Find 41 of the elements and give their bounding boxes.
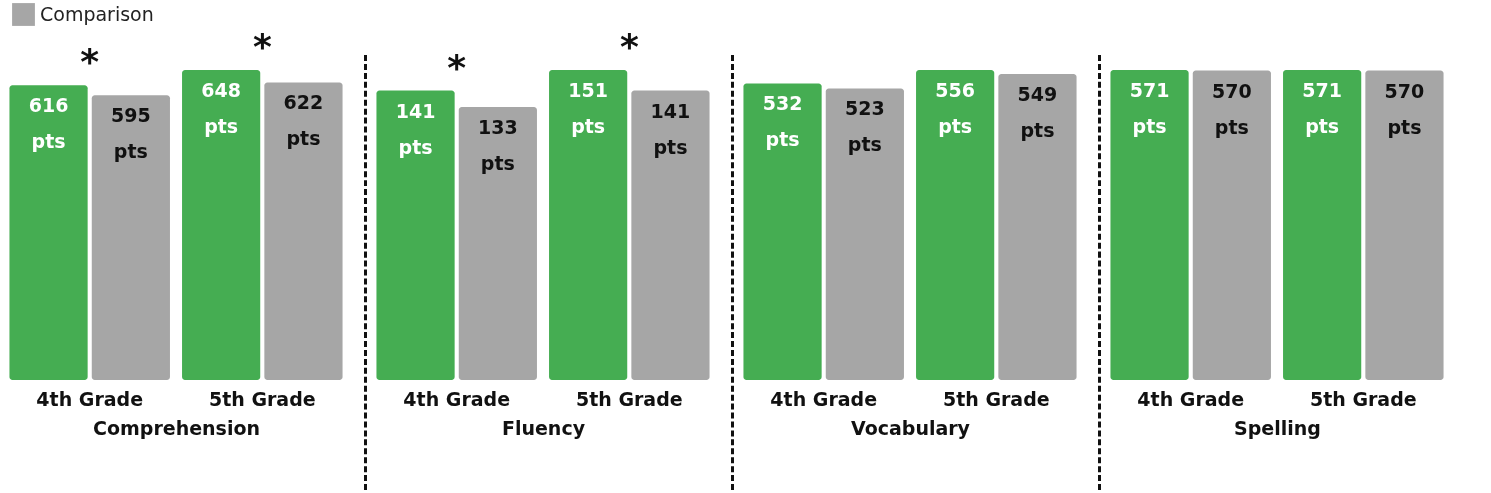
x-axis-title: Comprehension <box>93 416 260 439</box>
data-label: 570 pts <box>1212 79 1252 138</box>
x-axis-title: Spelling <box>1234 416 1321 439</box>
x-tick-label: 5th Grade <box>575 387 683 410</box>
bar <box>998 73 1077 380</box>
x-tick-label: 5th Grade <box>1309 387 1417 410</box>
data-label: 151 pts <box>568 79 608 137</box>
data-label: 616 pts <box>28 94 69 153</box>
data-label: 532 pts <box>762 92 803 151</box>
x-tick-label: 4th Grade <box>403 387 511 410</box>
data-label: 556 pts <box>935 79 975 137</box>
data-label: 549 pts <box>1017 82 1058 141</box>
data-label: 523 pts <box>845 97 885 156</box>
data-label: 141 pts <box>650 99 691 158</box>
x-axis-title: Vocabulary <box>850 416 971 439</box>
x-axis-title: Fluency <box>501 416 586 439</box>
data-label: 595 pts <box>111 104 151 163</box>
bar <box>91 95 170 380</box>
data-label: 570 pts <box>1384 79 1425 138</box>
x-tick-label: 4th Grade <box>770 387 878 410</box>
bar <box>264 82 343 380</box>
bar <box>182 70 261 380</box>
x-tick-label: 5th Grade <box>208 387 316 410</box>
annotation: * <box>447 46 467 88</box>
annotation: * <box>252 26 272 67</box>
legend-label: Comparison <box>40 2 154 25</box>
data-label: 571 pts <box>1129 79 1170 137</box>
data-label: 648 pts <box>201 79 241 137</box>
x-tick-label: 5th Grade <box>942 387 1050 410</box>
data-label: 141 pts <box>395 99 436 158</box>
annotation: * <box>619 26 639 67</box>
data-label: 622 pts <box>283 91 324 150</box>
bar <box>916 70 995 380</box>
annotation: * <box>80 41 100 83</box>
bar <box>743 83 822 380</box>
x-tick-label: 4th Grade <box>36 387 144 410</box>
x-tick-label: 4th Grade <box>1137 387 1245 410</box>
data-label: 571 pts <box>1302 79 1342 137</box>
bar <box>825 88 904 380</box>
bar <box>9 85 88 380</box>
data-label: 133 pts <box>478 115 518 174</box>
